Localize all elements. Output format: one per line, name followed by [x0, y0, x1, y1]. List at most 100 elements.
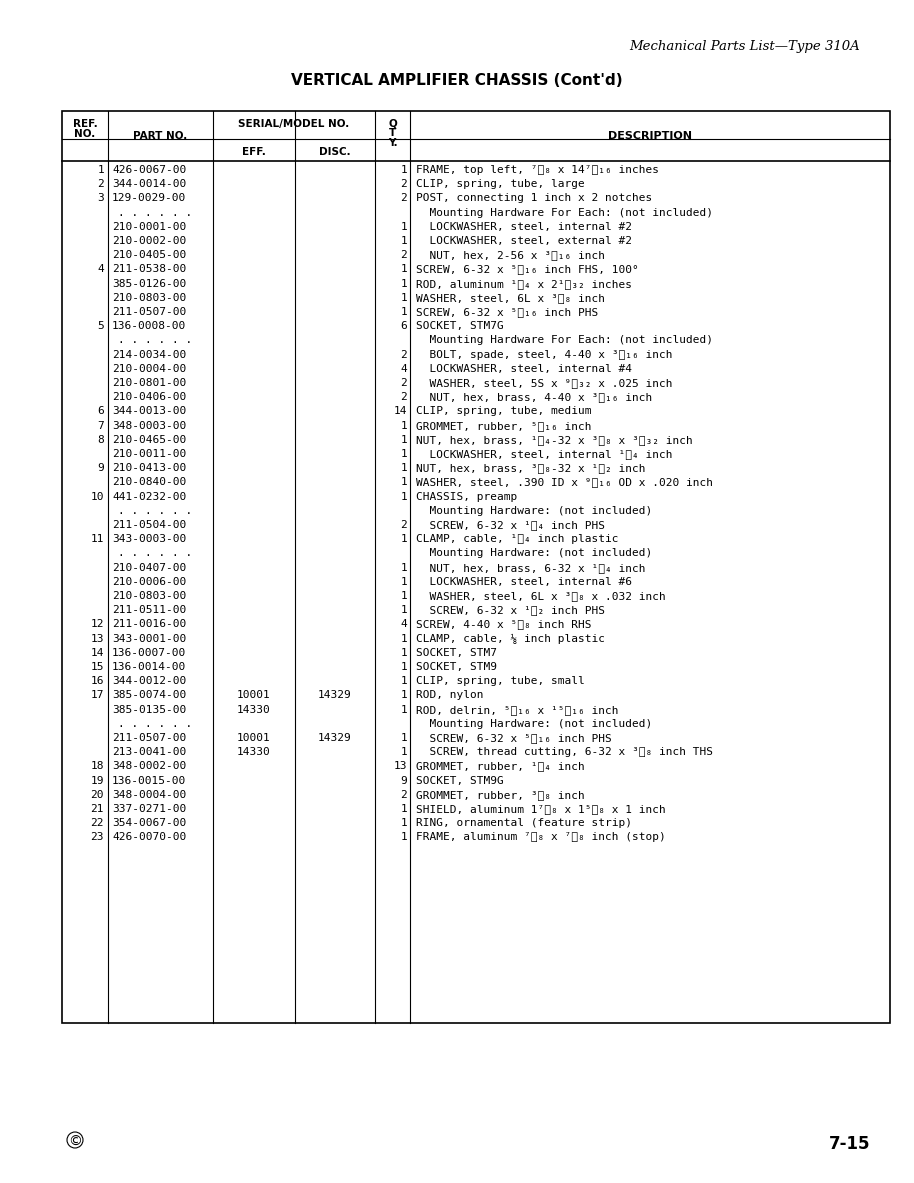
Text: 1: 1 — [400, 563, 407, 573]
Text: 7-15: 7-15 — [828, 1134, 870, 1153]
Text: Mounting Hardware: (not included): Mounting Hardware: (not included) — [416, 549, 653, 558]
Text: SOCKET, STM9: SOCKET, STM9 — [416, 662, 497, 672]
Text: WASHER, steel, 5S x ⁹⁄₃₂ x .025 inch: WASHER, steel, 5S x ⁹⁄₃₂ x .025 inch — [416, 379, 673, 388]
Text: 441-0232-00: 441-0232-00 — [112, 492, 186, 502]
Text: 343-0003-00: 343-0003-00 — [112, 535, 186, 544]
Text: 7: 7 — [97, 421, 104, 431]
Text: WASHER, steel, .390 ID x ⁹⁄₁₆ OD x .020 inch: WASHER, steel, .390 ID x ⁹⁄₁₆ OD x .020 … — [416, 478, 713, 487]
Text: SOCKET, STM9G: SOCKET, STM9G — [416, 776, 504, 786]
Text: 136-0014-00: 136-0014-00 — [112, 662, 186, 672]
Text: 1: 1 — [400, 804, 407, 814]
Text: 129-0029-00: 129-0029-00 — [112, 193, 186, 203]
Text: 354-0067-00: 354-0067-00 — [112, 819, 186, 828]
Text: 1: 1 — [400, 279, 407, 289]
Text: SCREW, 6-32 x ⁵⁄₁₆ inch PHS: SCREW, 6-32 x ⁵⁄₁₆ inch PHS — [416, 733, 611, 743]
Text: 1: 1 — [400, 606, 407, 615]
Text: 6: 6 — [400, 322, 407, 331]
Text: 1: 1 — [400, 221, 407, 232]
Text: 210-0803-00: 210-0803-00 — [112, 293, 186, 303]
Text: LOCKWASHER, steel, internal ¹⁄₄ inch: LOCKWASHER, steel, internal ¹⁄₄ inch — [416, 450, 673, 459]
Text: NUT, hex, brass, ¹⁄₄-32 x ³⁄₈ x ³⁄₃₂ inch: NUT, hex, brass, ¹⁄₄-32 x ³⁄₈ x ³⁄₃₂ inc… — [416, 435, 693, 445]
Text: 1: 1 — [400, 264, 407, 274]
Text: 385-0126-00: 385-0126-00 — [112, 279, 186, 289]
Text: 2: 2 — [400, 250, 407, 260]
Text: 14: 14 — [90, 648, 104, 658]
Text: 210-0004-00: 210-0004-00 — [112, 364, 186, 374]
Text: GROMMET, rubber, ⁵⁄₁₆ inch: GROMMET, rubber, ⁵⁄₁₆ inch — [416, 421, 591, 431]
Text: 210-0413-00: 210-0413-00 — [112, 464, 186, 473]
Text: 211-0016-00: 211-0016-00 — [112, 620, 186, 629]
Text: 210-0803-00: 210-0803-00 — [112, 592, 186, 601]
Text: 2: 2 — [400, 193, 407, 203]
Text: CLIP, spring, tube, small: CLIP, spring, tube, small — [416, 677, 585, 686]
Text: 22: 22 — [90, 819, 104, 828]
Text: DESCRIPTION: DESCRIPTION — [608, 131, 692, 141]
Text: . . . . . .: . . . . . . — [118, 336, 192, 345]
Text: REF.: REF. — [72, 119, 98, 129]
Text: ©: © — [68, 1134, 82, 1149]
Text: 385-0074-00: 385-0074-00 — [112, 691, 186, 700]
Text: LOCKWASHER, steel, internal #2: LOCKWASHER, steel, internal #2 — [416, 221, 632, 232]
Text: 426-0070-00: 426-0070-00 — [112, 833, 186, 842]
Text: 1: 1 — [400, 478, 407, 487]
Text: SCREW, thread cutting, 6-32 x ³⁄₈ inch THS: SCREW, thread cutting, 6-32 x ³⁄₈ inch T… — [416, 748, 713, 757]
Bar — [62, 111, 890, 1023]
Text: 4: 4 — [97, 264, 104, 274]
Text: 20: 20 — [90, 790, 104, 800]
Text: NUT, hex, brass, ³⁄₈-32 x ¹⁄₂ inch: NUT, hex, brass, ³⁄₈-32 x ¹⁄₂ inch — [416, 464, 645, 473]
Text: 211-0511-00: 211-0511-00 — [112, 606, 186, 615]
Text: NUT, hex, brass, 6-32 x ¹⁄₄ inch: NUT, hex, brass, 6-32 x ¹⁄₄ inch — [416, 563, 645, 573]
Text: . . . . . .: . . . . . . — [118, 506, 192, 516]
Text: NUT, hex, 2-56 x ³⁄₁₆ inch: NUT, hex, 2-56 x ³⁄₁₆ inch — [416, 250, 605, 260]
Text: Mechanical Parts List—Type 310A: Mechanical Parts List—Type 310A — [629, 40, 860, 53]
Text: 10001: 10001 — [237, 733, 271, 743]
Text: 13: 13 — [90, 634, 104, 644]
Text: SERIAL/MODEL NO.: SERIAL/MODEL NO. — [239, 119, 350, 129]
Text: Q: Q — [388, 118, 397, 128]
Text: 1: 1 — [400, 577, 407, 587]
Text: CLAMP, cable, ¹⁄₄ inch plastic: CLAMP, cable, ¹⁄₄ inch plastic — [416, 535, 619, 544]
Text: SCREW, 4-40 x ⁵⁄₈ inch RHS: SCREW, 4-40 x ⁵⁄₈ inch RHS — [416, 620, 591, 629]
Text: ROD, aluminum ¹⁄₄ x 2¹⁄₃₂ inches: ROD, aluminum ¹⁄₄ x 2¹⁄₃₂ inches — [416, 279, 632, 289]
Text: SCREW, 6-32 x ⁵⁄₁₆ inch FHS, 100°: SCREW, 6-32 x ⁵⁄₁₆ inch FHS, 100° — [416, 264, 639, 274]
Text: 10001: 10001 — [237, 691, 271, 700]
Text: 1: 1 — [400, 435, 407, 445]
Text: 344-0012-00: 344-0012-00 — [112, 677, 186, 686]
Text: LOCKWASHER, steel, external #2: LOCKWASHER, steel, external #2 — [416, 235, 632, 246]
Text: 1: 1 — [400, 733, 407, 743]
Text: 210-0465-00: 210-0465-00 — [112, 435, 186, 445]
Text: 1: 1 — [400, 492, 407, 502]
Text: 426-0067-00: 426-0067-00 — [112, 164, 186, 175]
Text: BOLT, spade, steel, 4-40 x ³⁄₁₆ inch: BOLT, spade, steel, 4-40 x ³⁄₁₆ inch — [416, 350, 673, 360]
Text: 210-0011-00: 210-0011-00 — [112, 450, 186, 459]
Text: 1: 1 — [400, 535, 407, 544]
Text: SOCKET, STM7: SOCKET, STM7 — [416, 648, 497, 658]
Text: 210-0801-00: 210-0801-00 — [112, 379, 186, 388]
Text: 12: 12 — [90, 620, 104, 629]
Text: 210-0406-00: 210-0406-00 — [112, 393, 186, 402]
Text: CLIP, spring, tube, large: CLIP, spring, tube, large — [416, 179, 585, 189]
Text: T: T — [388, 128, 396, 138]
Text: 21: 21 — [90, 804, 104, 814]
Text: 8: 8 — [97, 435, 104, 445]
Text: 344-0013-00: 344-0013-00 — [112, 407, 186, 416]
Text: . . . . . .: . . . . . . — [118, 719, 192, 729]
Text: . . . . . .: . . . . . . — [118, 207, 192, 218]
Text: 2: 2 — [97, 179, 104, 189]
Text: Mounting Hardware For Each: (not included): Mounting Hardware For Each: (not include… — [416, 207, 713, 218]
Text: 1: 1 — [400, 634, 407, 644]
Text: LOCKWASHER, steel, internal #4: LOCKWASHER, steel, internal #4 — [416, 364, 632, 374]
Text: 1: 1 — [400, 421, 407, 431]
Text: 211-0507-00: 211-0507-00 — [112, 733, 186, 743]
Text: FRAME, top left, ⁷⁄₈ x 14⁷⁄₁₆ inches: FRAME, top left, ⁷⁄₈ x 14⁷⁄₁₆ inches — [416, 164, 659, 175]
Text: NUT, hex, brass, 4-40 x ³⁄₁₆ inch: NUT, hex, brass, 4-40 x ³⁄₁₆ inch — [416, 393, 653, 402]
Text: 210-0405-00: 210-0405-00 — [112, 250, 186, 260]
Text: . . . . . .: . . . . . . — [118, 549, 192, 558]
Text: 214-0034-00: 214-0034-00 — [112, 350, 186, 360]
Text: 348-0003-00: 348-0003-00 — [112, 421, 186, 431]
Text: Y.: Y. — [388, 138, 398, 148]
Text: 344-0014-00: 344-0014-00 — [112, 179, 186, 189]
Text: LOCKWASHER, steel, internal #6: LOCKWASHER, steel, internal #6 — [416, 577, 632, 587]
Text: POST, connecting 1 inch x 2 notches: POST, connecting 1 inch x 2 notches — [416, 193, 653, 203]
Text: ROD, nylon: ROD, nylon — [416, 691, 484, 700]
